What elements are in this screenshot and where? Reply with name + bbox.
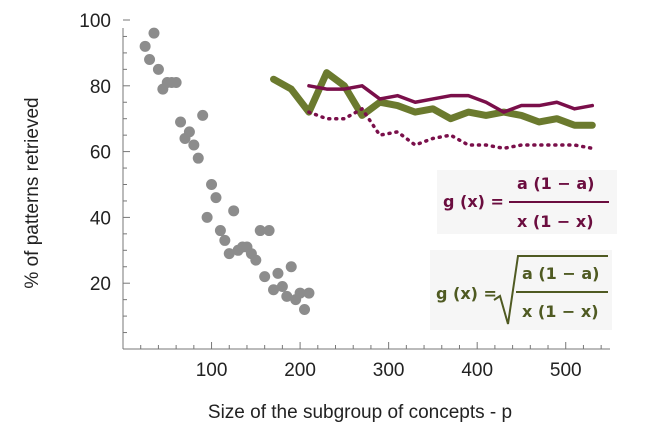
y-tick-label: 20 xyxy=(90,274,111,295)
scatter-point xyxy=(276,280,288,292)
scatter-point xyxy=(268,284,280,296)
olive-line xyxy=(270,69,596,129)
sqrt-sign-icon xyxy=(493,255,608,325)
formula-2-fraction-bar xyxy=(516,291,608,293)
scatter-point xyxy=(272,267,284,279)
formula-1-denominator: x (1 − x) xyxy=(517,212,594,231)
axes xyxy=(122,28,610,350)
scatter-point xyxy=(299,304,311,316)
x-tick-label: 400 xyxy=(461,360,493,381)
scatter-point xyxy=(188,139,200,151)
formula-1-numerator: a (1 − a) xyxy=(517,174,595,193)
x-tick-label: 100 xyxy=(196,360,228,381)
scatter-point xyxy=(219,234,231,246)
scatter-point xyxy=(192,152,204,164)
formula-box-1: g (x) = a (1 − a) x (1 − x) xyxy=(437,170,617,234)
y-tick-label: 60 xyxy=(90,143,111,164)
scatter-point xyxy=(281,290,293,302)
scatter-point xyxy=(148,27,160,39)
formula-1-lhs: g (x) = xyxy=(443,192,504,211)
x-tick-label: 300 xyxy=(373,360,405,381)
formula-2-denominator: x (1 − x) xyxy=(522,302,599,321)
formula-2-lhs: g (x) = xyxy=(436,284,497,303)
scatter-point xyxy=(210,192,222,204)
scatter-point xyxy=(206,179,218,190)
scatter-point xyxy=(263,225,275,237)
scatter-point xyxy=(175,116,187,128)
series xyxy=(139,27,596,316)
scatter-point xyxy=(152,63,164,75)
purple-dotted-line xyxy=(307,107,595,151)
scatter-point xyxy=(223,248,235,260)
scatter-point xyxy=(144,53,156,65)
scatter-point xyxy=(201,211,213,223)
formula-1-fraction-bar xyxy=(509,201,609,203)
scatter-point xyxy=(197,109,209,121)
y-axis-title: % of patterns retrieved xyxy=(22,97,43,288)
y-tick-label: 40 xyxy=(90,208,111,229)
scatter-point xyxy=(170,77,182,89)
scatter-point xyxy=(183,126,195,138)
scatter-point xyxy=(228,205,240,217)
y-tick-label: 80 xyxy=(90,77,111,98)
x-tick-label: 200 xyxy=(284,360,316,381)
scatter-point xyxy=(214,225,226,237)
scatter-point xyxy=(294,287,306,299)
purple-line xyxy=(307,84,595,114)
y-tick-label: 100 xyxy=(79,11,111,32)
scatter-point xyxy=(254,225,266,237)
scatter-point xyxy=(250,254,262,266)
scatter-point xyxy=(285,261,297,273)
ticks: 100 200 300 400 500 20 40 60 80 100 xyxy=(79,11,602,381)
scatter-point xyxy=(303,287,315,299)
scatter-point xyxy=(139,40,151,52)
x-tick-label: 500 xyxy=(550,360,582,381)
scatter-point xyxy=(259,271,271,283)
formula-box-2: g (x) = a (1 − a) x (1 − x) xyxy=(430,250,612,330)
formula-2-numerator: a (1 − a) xyxy=(522,264,600,283)
x-axis-title: Size of the subgroup of concepts - p xyxy=(208,402,512,423)
